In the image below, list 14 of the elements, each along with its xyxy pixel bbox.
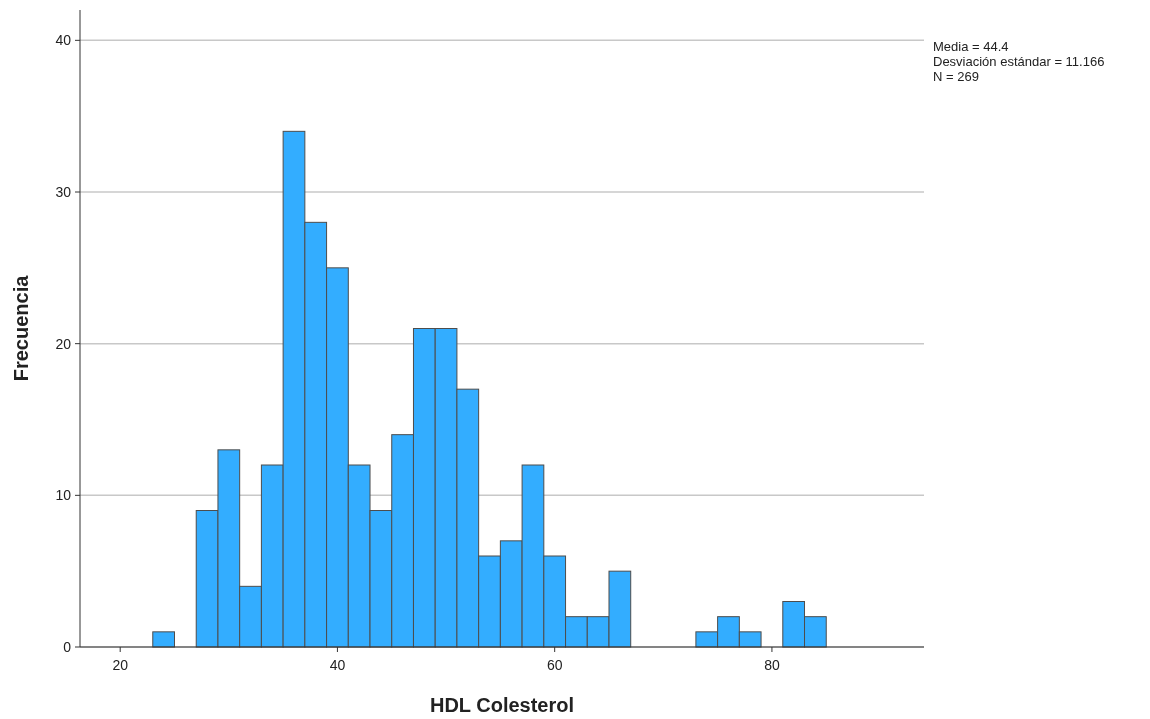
x-tick-label: 20: [112, 657, 129, 673]
y-tick-label: 30: [55, 183, 72, 200]
x-tick-label: 40: [329, 657, 346, 673]
x-axis-title: HDL Colesterol: [429, 694, 575, 716]
y-axis-title: Frecuencia: [10, 274, 32, 382]
y-tick-label: 40: [55, 32, 72, 49]
y-tick-label: 20: [55, 335, 72, 352]
x-tick-label: 80: [764, 657, 780, 673]
y-tick-label: 10: [55, 487, 72, 504]
x-tick-label: 60: [546, 657, 563, 673]
text: Media = 44.4: [933, 39, 1009, 54]
text: Desviación estándar = 11.166: [933, 54, 1105, 69]
text: N = 269: [933, 69, 979, 84]
y-tick-label: 0: [63, 638, 72, 655]
